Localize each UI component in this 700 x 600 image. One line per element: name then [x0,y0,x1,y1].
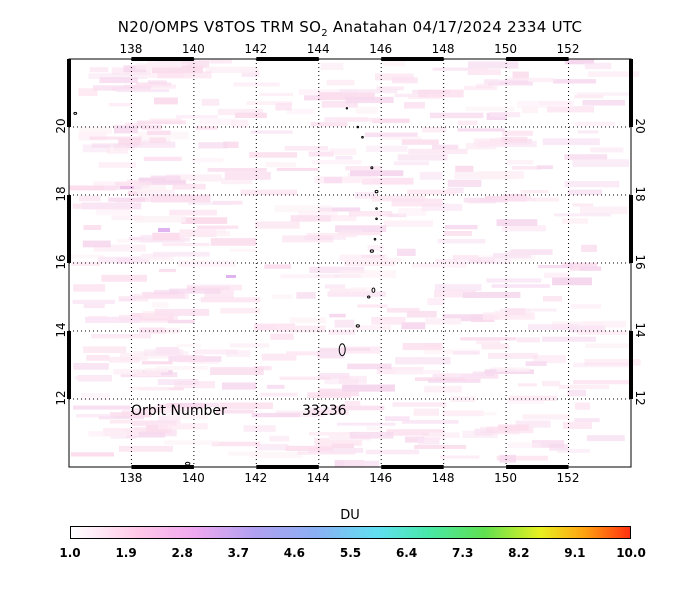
colorbar-tick: 4.6 [283,546,306,560]
lon-label-top: 146 [369,42,393,56]
colorbar-tick: 2.8 [171,546,193,560]
lon-label-top: 152 [556,42,580,56]
lon-label-bottom: 144 [306,471,330,485]
lon-label-top: 144 [306,42,330,56]
lon-label-bottom: 146 [369,471,393,485]
lat-label-left: 20 [54,118,68,134]
colorbar-tick: 1.9 [115,546,137,560]
lon-label-bottom: 138 [119,471,143,485]
lat-label-left: 18 [54,186,68,202]
lon-label-bottom: 142 [244,471,268,485]
colorbar-tick: 1.0 [59,546,81,560]
colorbar-tick: 7.3 [452,546,474,560]
lon-label-top: 148 [431,42,455,56]
map-title: N20/OMPS V8TOS TRM SO2 Anatahan 04/17/20… [117,18,583,39]
grid-lines [69,59,631,467]
lat-label-right: 14 [633,322,647,338]
lat-label-left: 14 [54,322,68,338]
colorbar-tick: 6.4 [395,546,418,560]
lon-label-top: 142 [244,42,268,56]
lon-label-bottom: 140 [181,471,205,485]
mariana-islands [73,107,379,466]
orbit-number: 33236 [302,403,347,419]
lat-label-right: 16 [633,254,647,270]
lat-label-right: 12 [633,390,647,406]
colorbar-tick: 9.1 [564,546,586,560]
colorbar-title: DU [340,508,360,523]
colorbar-tick: 8.2 [508,546,530,560]
lat-label-left: 16 [54,254,68,270]
lon-label-bottom: 148 [431,471,455,485]
colorbar-tick: 10.0 [616,546,646,560]
colorbar-tick: 5.5 [339,546,362,560]
lat-label-right: 18 [633,186,647,202]
orbit-label: Orbit Number [131,403,227,419]
lat-label-right: 20 [633,118,647,134]
lon-label-top: 140 [181,42,205,56]
lon-label-top: 150 [494,42,518,56]
colorbar-tick: 3.7 [227,546,249,560]
lat-label-left: 12 [54,390,68,406]
lon-label-bottom: 150 [494,471,518,485]
lon-label-top: 138 [119,42,143,56]
so2-swath-shading [69,59,641,468]
frame-ticks [67,57,633,469]
colorbar [70,526,631,539]
lon-label-bottom: 152 [556,471,580,485]
